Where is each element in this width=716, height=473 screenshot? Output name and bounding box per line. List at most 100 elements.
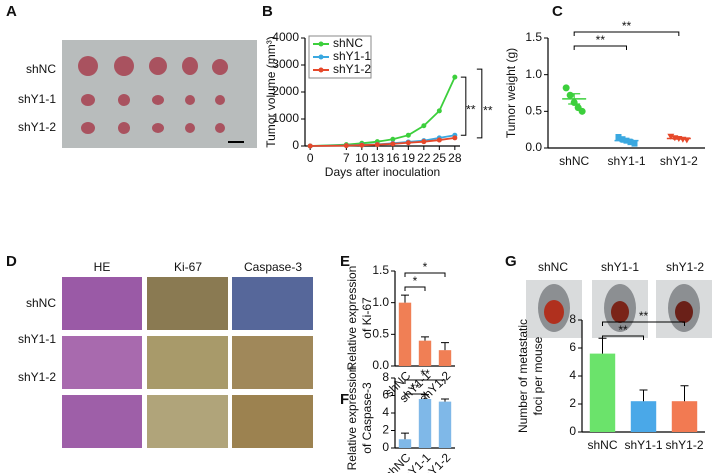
error-bar xyxy=(568,93,581,105)
legend-marker xyxy=(318,67,324,73)
legend-label: shY1-1 xyxy=(333,49,371,63)
y-axis-label: Tumor weight (g) xyxy=(504,48,518,138)
y-tick-label: 0 xyxy=(569,424,576,438)
y-tick-label: 1.0 xyxy=(525,67,542,81)
x-tick-label: 28 xyxy=(448,151,462,165)
series-line xyxy=(310,76,456,147)
significance-label: ** xyxy=(596,33,606,47)
panel-letter: A xyxy=(6,3,17,20)
data-point xyxy=(578,107,586,115)
data-point xyxy=(405,132,411,138)
x-tick-label: shY1-2 xyxy=(660,154,698,168)
significance-bracket xyxy=(404,379,446,384)
row-label: shY1-1 xyxy=(18,92,56,106)
error-bar xyxy=(421,336,429,341)
panel-letter: C xyxy=(552,3,563,20)
x-tick-label: 22 xyxy=(417,151,431,165)
x-tick-label: 13 xyxy=(371,151,385,165)
x-tick-label: 10 xyxy=(355,151,369,165)
significance-bracket xyxy=(573,31,680,36)
data-point xyxy=(421,123,427,129)
data-point xyxy=(374,142,380,148)
x-tick-label: 16 xyxy=(386,151,400,165)
x-axis-label: Days after inoculation xyxy=(325,165,440,179)
column-label: Ki-67 xyxy=(174,260,202,274)
data-point xyxy=(452,135,458,141)
significance-bracket xyxy=(573,45,627,50)
mouse-photos xyxy=(526,280,712,338)
bar xyxy=(398,302,412,366)
x-tick-label: shY1-1 xyxy=(607,154,645,168)
y-tick-label: 0 xyxy=(382,440,389,454)
column-label: Caspase-3 xyxy=(244,260,302,274)
bar xyxy=(630,401,657,432)
y-tick-label: 1.5 xyxy=(525,30,542,44)
x-tick-label: 0 xyxy=(307,151,314,165)
y-tick-label: 8 xyxy=(382,370,389,384)
y-axis-label: Relative expression xyxy=(345,266,359,371)
y-tick-label: 1.0 xyxy=(372,295,389,309)
significance-label: * xyxy=(413,274,418,288)
panel-letter: E xyxy=(340,253,350,270)
significance-label: ** xyxy=(639,309,649,323)
bar xyxy=(438,401,452,448)
bar xyxy=(671,401,698,432)
y-tick-label: 6 xyxy=(382,388,389,402)
row-label: shNC xyxy=(26,296,56,310)
bar xyxy=(398,439,412,448)
significance-bracket xyxy=(460,76,467,136)
significance-bracket xyxy=(476,68,483,139)
panel-letter: B xyxy=(262,3,273,20)
error-bar xyxy=(441,398,449,402)
x-tick-label: shY1-2 xyxy=(665,438,703,452)
bar xyxy=(418,399,432,448)
y-tick-label: 0.0 xyxy=(525,140,542,154)
significance-label: ** xyxy=(622,19,632,33)
row-label: shNC xyxy=(26,62,56,76)
y-tick-label: 0.0 xyxy=(372,358,389,372)
bar xyxy=(589,353,616,432)
y-tick-label: 4 xyxy=(382,405,389,419)
data-point xyxy=(436,108,442,114)
x-tick-label: 7 xyxy=(343,151,350,165)
y-tick-label: 4 xyxy=(569,368,576,382)
y-tick-label: 3000 xyxy=(272,57,299,71)
significance-bracket xyxy=(602,321,685,326)
data-point xyxy=(390,136,396,142)
y-tick-label: 2 xyxy=(569,396,576,410)
column-label: shNC xyxy=(538,260,568,274)
error-bar xyxy=(680,385,689,402)
significance-label: ** xyxy=(410,381,420,395)
y-axis-label: Relative expression xyxy=(345,366,359,471)
x-tick-label: shNC xyxy=(559,154,589,168)
data-point xyxy=(390,141,396,147)
histology-images xyxy=(62,277,313,448)
panel-letter: F xyxy=(340,391,349,408)
y-axis-label: of Ki-67 xyxy=(360,297,374,339)
x-tick-label: 25 xyxy=(433,151,447,165)
column-label: HE xyxy=(94,260,111,274)
bar xyxy=(418,340,432,366)
legend-box xyxy=(308,35,372,79)
data-point xyxy=(452,74,458,80)
column-label: shY1-2 xyxy=(666,260,704,274)
y-tick-label: 1.5 xyxy=(372,263,389,277)
data-point xyxy=(615,134,622,140)
y-axis-label: foci per mouse xyxy=(531,336,545,415)
legend-label: shNC xyxy=(333,36,363,50)
error-bar xyxy=(441,342,449,351)
y-tick-label: 2000 xyxy=(272,84,299,98)
y-tick-label: 0 xyxy=(292,138,299,152)
data-point xyxy=(631,140,638,147)
data-point xyxy=(343,143,349,149)
error-bar xyxy=(401,294,409,303)
legend-marker xyxy=(318,54,324,60)
row-label: shY1-1 xyxy=(18,332,56,346)
y-tick-label: 6 xyxy=(569,340,576,354)
error-bar xyxy=(620,138,633,143)
significance-label: ** xyxy=(618,323,628,337)
data-point xyxy=(307,143,313,149)
data-point xyxy=(562,84,570,92)
bar xyxy=(438,350,452,366)
